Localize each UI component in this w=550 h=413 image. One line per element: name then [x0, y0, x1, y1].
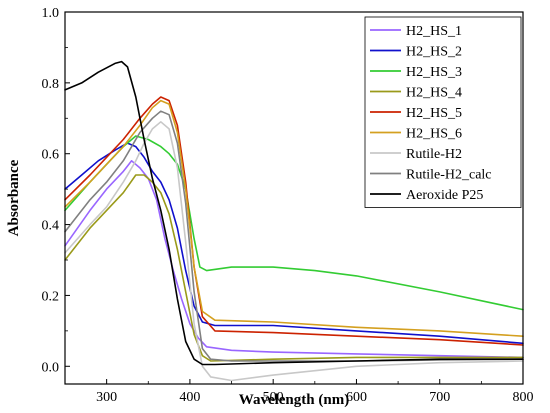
- series-line-7: [64, 121, 524, 382]
- x-axis: 300 400 500 600 700 800: [64, 379, 534, 405]
- x-tick-label: 400: [179, 390, 200, 405]
- series-line-5: [64, 96, 524, 346]
- y-tick-label: 0.4: [42, 219, 60, 234]
- y-tick-label: 0.8: [42, 77, 60, 92]
- legend-label: H2_HS_2: [406, 45, 462, 60]
- legend-label: H2_HS_6: [406, 127, 462, 142]
- series-line-6: [64, 99, 524, 337]
- y-axis: 0.0 0.2 0.4 0.6 0.8 1.0: [42, 6, 70, 375]
- x-tick-label: 300: [96, 390, 117, 405]
- series-line-2: [64, 142, 524, 345]
- x-tick-label: 500: [263, 390, 284, 405]
- x-axis-title: Wavelength (nm): [239, 392, 349, 408]
- legend-label: H2_HS_3: [406, 65, 462, 80]
- plot-frame: [64, 11, 524, 385]
- series-line-4: [64, 174, 524, 362]
- series-line-9: [64, 60, 524, 366]
- y-tick-label: 0.0: [42, 360, 60, 375]
- y-tick-label: 1.0: [42, 6, 60, 21]
- legend-label: Rutile-H2_calc: [406, 168, 492, 183]
- legend-label: H2_HS_4: [406, 86, 462, 101]
- legend-label: Rutile-H2: [406, 147, 462, 162]
- series-line-8: [64, 110, 524, 362]
- x-tick-label: 600: [346, 390, 367, 405]
- y-tick-label: 0.2: [42, 289, 60, 304]
- legend: H2_HS_1 H2_HS_2 H2_HS_3 H2_HS_4 H2_HS_5 H2_HS…: [364, 16, 522, 208]
- x-tick-label: 800: [513, 390, 534, 405]
- legend-label: H2_HS_1: [406, 24, 462, 39]
- y-tick-label: 0.6: [42, 148, 60, 163]
- legend-label: Aeroxide P25: [406, 188, 483, 203]
- y-axis-title: Absorbance: [6, 159, 22, 236]
- plot-lines: [64, 60, 524, 382]
- x-tick-label: 700: [429, 390, 450, 405]
- legend-label: H2_HS_5: [406, 106, 462, 121]
